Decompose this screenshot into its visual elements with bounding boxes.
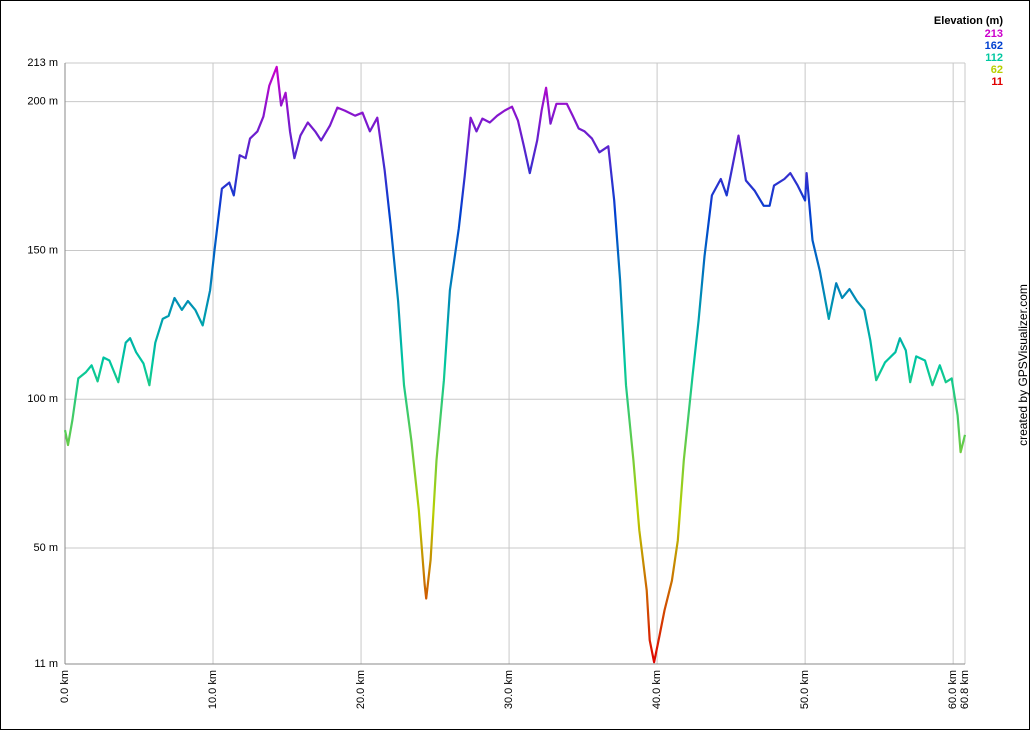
- legend-value: 162: [985, 40, 1003, 52]
- x-tick-label: 60.0 km: [947, 670, 959, 709]
- y-tick-label: 11 m: [34, 658, 58, 670]
- x-tick-label: 20.0 km: [355, 670, 367, 709]
- x-tick-label: 60.8 km: [959, 670, 971, 709]
- y-tick-label: 50 m: [34, 542, 58, 554]
- y-tick-label: 100 m: [27, 393, 58, 405]
- x-tick-label: 50.0 km: [799, 670, 811, 709]
- legend-value: 62: [991, 64, 1003, 76]
- legend-title: Elevation (m): [934, 15, 1003, 27]
- x-tick-label: 0.0 km: [59, 670, 71, 703]
- y-tick-label: 150 m: [27, 244, 58, 256]
- legend-value: 11: [991, 76, 1003, 88]
- x-tick-label: 40.0 km: [651, 670, 663, 709]
- x-tick-label: 10.0 km: [207, 670, 219, 709]
- legend-value: 112: [985, 52, 1003, 64]
- y-tick-label: 213 m: [27, 57, 58, 69]
- elevation-line: [63, 65, 967, 664]
- y-tick-label: 200 m: [27, 96, 58, 108]
- credit: created by GPSVisualizer.com: [1016, 284, 1030, 446]
- x-tick-label: 30.0 km: [503, 670, 515, 709]
- legend-value: 213: [985, 28, 1003, 40]
